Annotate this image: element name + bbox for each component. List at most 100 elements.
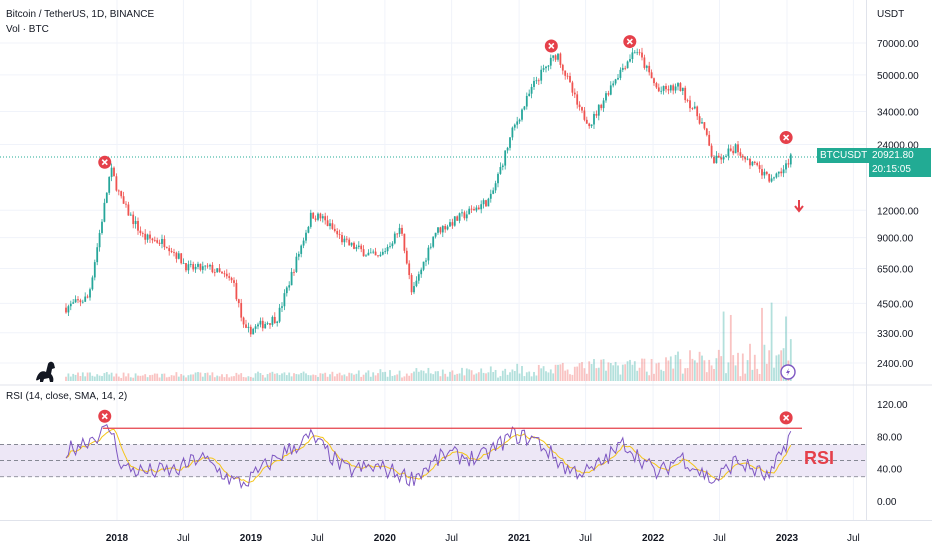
candle-body: [629, 59, 631, 62]
candle-body: [350, 242, 353, 246]
volume-bar: [497, 377, 499, 381]
volume-bar: [518, 373, 521, 381]
candle-body: [528, 93, 531, 96]
sell-marker-icon-cross: [783, 134, 790, 141]
candle-body: [317, 213, 319, 220]
candle-body: [571, 82, 574, 93]
volume-bar: [163, 373, 166, 381]
candle-body: [705, 128, 708, 135]
candle-body: [749, 158, 751, 166]
sell-marker-icon-cross: [626, 38, 633, 45]
time-axis[interactable]: 2018 Jul 2019 Jul 2020 Jul 2021 Jul 2022 Jul 2023 J…: [106, 533, 860, 544]
candle-body: [497, 173, 499, 184]
candle-body: [389, 246, 391, 247]
candle-body: [660, 90, 663, 92]
rsi-axis-label: 120.00: [877, 400, 908, 411]
rsi-axis[interactable]: 120.00 80.00 40.00 0.00: [877, 400, 908, 508]
candle-body: [117, 190, 120, 192]
volume-bar: [545, 371, 547, 381]
volume-bar: [177, 376, 180, 381]
candle-body: [612, 83, 615, 86]
candle-body: [98, 233, 101, 248]
volume-bar: [434, 371, 437, 381]
candle-body: [408, 263, 411, 276]
volume-bar: [765, 363, 768, 381]
volume-bar: [758, 373, 761, 381]
candle-body: [67, 306, 70, 313]
volume-bar: [525, 372, 528, 381]
volume-bar: [401, 377, 403, 381]
candle-body: [775, 173, 778, 178]
rsi-annotation: RSI: [804, 448, 835, 468]
lightning-icon[interactable]: [780, 364, 796, 380]
volume-bar: [81, 372, 84, 381]
volume-bar: [413, 371, 415, 381]
candle-body: [374, 251, 377, 256]
volume-bar: [458, 373, 461, 381]
candle-body: [701, 122, 703, 124]
candle-body: [278, 307, 281, 322]
candle-body: [746, 158, 749, 160]
candle-body: [139, 230, 142, 234]
candle-body: [739, 152, 742, 156]
volume-bar: [612, 365, 615, 381]
price-axis[interactable]: 70000.00 50000.00 34000.00 24000.00 12000.00…: [877, 39, 919, 370]
volume-bar: [153, 373, 156, 381]
volume-bar: [223, 377, 226, 381]
candle-body: [552, 55, 555, 58]
volume-bar: [482, 372, 485, 381]
candle-body: [134, 220, 137, 225]
volume-bar: [492, 371, 495, 381]
volume-bar: [624, 364, 627, 381]
candle-body: [605, 93, 607, 101]
volume-bar: [470, 370, 473, 381]
candle-body: [518, 119, 521, 122]
volume-bar: [295, 374, 298, 381]
volume-bar: [729, 314, 732, 381]
volume-bar: [324, 372, 327, 381]
volume-bar: [643, 358, 646, 381]
volume-bar: [386, 376, 389, 381]
candle-body: [377, 255, 379, 257]
volume-bar: [425, 373, 427, 381]
volume-bar: [281, 373, 283, 381]
volume-bar: [595, 368, 598, 381]
candle-body: [564, 70, 567, 76]
candle-body: [81, 301, 84, 303]
candle-body: [667, 89, 670, 91]
volume-bar: [487, 372, 490, 381]
volume-bar: [705, 372, 708, 381]
volume-bar: [581, 362, 583, 381]
volume-bar: [98, 375, 101, 381]
volume-bar: [504, 368, 507, 381]
candle-body: [732, 150, 735, 154]
volume-bar: [389, 370, 391, 381]
volume-bar: [468, 369, 471, 381]
volume-bar: [357, 370, 360, 381]
volume-bar: [132, 377, 135, 381]
rsi-legend[interactable]: RSI (14, close, SMA, 14, 2): [6, 391, 128, 402]
candle-body: [305, 232, 307, 241]
volume-bars: [65, 302, 792, 381]
volume-bar: [717, 349, 720, 381]
volume-bar: [501, 370, 504, 381]
candle-body: [228, 276, 231, 278]
chart-title[interactable]: Bitcoin / TetherUS, 1D, BINANCE: [6, 9, 155, 20]
candle-body: [468, 208, 471, 215]
volume-bar: [552, 373, 555, 381]
candle-body: [583, 110, 586, 120]
candle-body: [180, 253, 183, 264]
volume-bar: [451, 370, 454, 381]
candle-body: [360, 245, 363, 250]
volume-bar: [614, 361, 617, 381]
candle-body: [405, 250, 408, 264]
candle-body: [254, 326, 257, 329]
volume-bar: [549, 369, 552, 381]
candle-body: [672, 85, 675, 91]
volume-bar: [341, 375, 343, 381]
candle-body: [333, 228, 336, 232]
volume-bar: [84, 376, 87, 381]
volume-bar: [264, 377, 267, 381]
candle-body: [417, 274, 420, 281]
volume-legend[interactable]: Vol · BTC: [6, 24, 49, 35]
